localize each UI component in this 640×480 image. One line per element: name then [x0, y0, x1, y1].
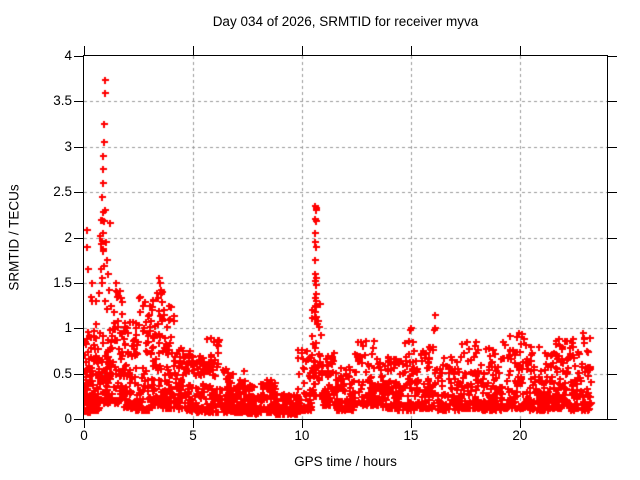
- tick-mark: [302, 420, 303, 428]
- y-tick-label: 2: [64, 229, 72, 245]
- tick-mark: [84, 420, 85, 428]
- tick-mark: [411, 420, 412, 428]
- tick-mark: [84, 46, 85, 55]
- y-tick-label: 0.5: [53, 365, 72, 381]
- tick-mark: [520, 46, 521, 55]
- x-tick-label: 5: [189, 428, 197, 443]
- y-tick-label: 1: [64, 320, 72, 336]
- tick-mark: [74, 283, 83, 284]
- tick-mark: [520, 420, 521, 428]
- tick-mark: [74, 328, 83, 329]
- x-tick-label: 20: [512, 428, 528, 443]
- tick-mark: [411, 46, 412, 55]
- tick-mark: [74, 419, 83, 420]
- x-tick-label: 15: [403, 428, 419, 443]
- tick-mark: [608, 56, 617, 57]
- chart-title: Day 034 of 2026, SRMTID for receiver myv…: [212, 14, 479, 29]
- x-axis-label: GPS time / hours: [294, 454, 397, 469]
- y-tick-label: 1.5: [53, 274, 72, 290]
- x-tick-label: 10: [294, 428, 310, 443]
- y-tick-label: 4: [64, 48, 72, 63]
- tick-mark: [193, 46, 194, 55]
- tick-mark: [608, 238, 617, 239]
- y-tick-label: 0: [64, 411, 72, 426]
- tick-mark: [74, 56, 83, 57]
- plot-area: [83, 55, 608, 420]
- tick-mark: [608, 192, 617, 193]
- tick-mark: [193, 420, 194, 428]
- tick-mark: [74, 101, 83, 102]
- tick-mark: [74, 374, 83, 375]
- y-tick-label: 3.5: [53, 93, 72, 109]
- tick-mark: [74, 238, 83, 239]
- tick-mark: [608, 419, 617, 420]
- tick-mark: [74, 147, 83, 148]
- y-tick-label: 2.5: [53, 184, 72, 200]
- tick-mark: [608, 328, 617, 329]
- tick-mark: [608, 283, 617, 284]
- y-tick-label: 3: [64, 138, 72, 154]
- plot-canvas: [84, 56, 607, 419]
- tick-mark: [74, 192, 83, 193]
- tick-mark: [608, 374, 617, 375]
- tick-mark: [608, 147, 617, 148]
- x-tick-label: 0: [80, 428, 88, 443]
- tick-mark: [302, 46, 303, 55]
- tick-mark: [608, 101, 617, 102]
